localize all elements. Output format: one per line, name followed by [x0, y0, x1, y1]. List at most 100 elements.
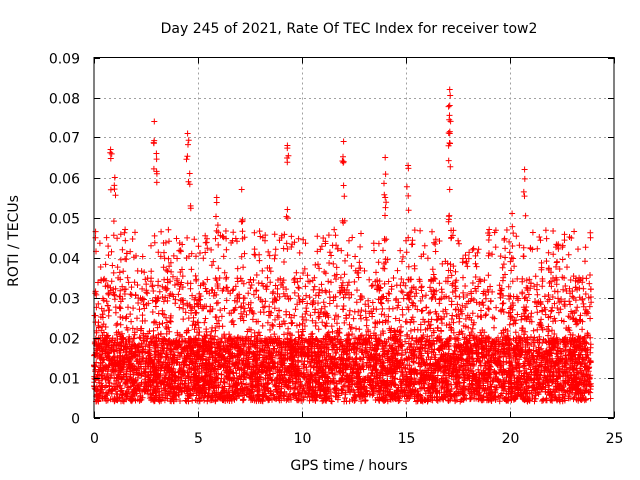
data-point [537, 237, 544, 244]
data-point [452, 293, 459, 300]
data-point [465, 255, 472, 262]
data-point [550, 251, 557, 258]
data-point [105, 312, 112, 319]
data-point [158, 330, 164, 337]
data-point [134, 315, 140, 322]
data-point [355, 274, 362, 281]
data-point [448, 301, 455, 308]
data-point [469, 280, 476, 286]
data-point [403, 249, 410, 256]
data-point [270, 370, 277, 377]
data-point [243, 311, 250, 318]
data-point [299, 298, 306, 305]
data-point [316, 286, 323, 293]
data-point [122, 237, 129, 244]
data-point [543, 235, 550, 242]
data-point [251, 229, 258, 236]
data-point [272, 252, 279, 259]
data-point [117, 231, 124, 238]
data-point [251, 251, 258, 258]
data-point [361, 267, 368, 274]
data-point [259, 322, 266, 329]
data-point [520, 253, 527, 260]
data-point [373, 269, 379, 276]
data-point [307, 312, 314, 319]
data-point [142, 343, 149, 350]
data-point [129, 236, 136, 242]
data-point [453, 277, 460, 284]
data-point [472, 260, 479, 267]
data-point [325, 232, 332, 239]
data-point [560, 286, 567, 293]
data-point [202, 285, 209, 292]
data-point [139, 285, 146, 292]
data-point [427, 309, 434, 316]
data-point [114, 235, 121, 242]
data-point [193, 276, 200, 283]
data-points [91, 86, 595, 405]
data-point [316, 265, 323, 272]
data-point [312, 261, 319, 268]
data-point [116, 269, 123, 276]
data-point [350, 315, 357, 322]
data-point [218, 338, 225, 345]
data-point [117, 256, 124, 263]
data-point [134, 282, 141, 288]
data-point [421, 242, 428, 249]
data-point [188, 266, 195, 273]
data-point [429, 266, 436, 273]
data-point [413, 344, 420, 350]
data-point [321, 303, 328, 310]
data-point [295, 293, 302, 299]
data-point [513, 233, 520, 240]
data-point [318, 281, 325, 288]
data-point [444, 260, 451, 267]
data-point [417, 227, 424, 234]
data-point [506, 321, 513, 328]
data-point [397, 247, 404, 254]
data-point [586, 303, 593, 310]
data-point [120, 268, 127, 275]
data-point [378, 300, 385, 307]
data-point [379, 305, 386, 312]
data-point [234, 265, 241, 272]
data-point [363, 322, 370, 329]
data-point [582, 244, 589, 251]
data-point [230, 229, 237, 236]
data-point [347, 325, 354, 332]
data-point [330, 260, 337, 267]
data-point [348, 263, 355, 269]
data-point [456, 293, 463, 300]
data-point [559, 256, 566, 263]
data-point [449, 289, 456, 296]
data-point [502, 245, 509, 252]
data-point [500, 300, 507, 307]
data-point [124, 274, 131, 281]
data-point [368, 283, 375, 289]
data-point [554, 288, 561, 295]
data-point [419, 307, 426, 314]
data-point [280, 277, 287, 284]
data-point [293, 322, 300, 329]
data-point [255, 329, 262, 336]
data-point [155, 310, 162, 317]
data-point [425, 318, 432, 325]
data-point [322, 357, 329, 364]
data-point [530, 327, 537, 334]
data-point [271, 331, 278, 338]
data-point [159, 320, 166, 327]
data-point [215, 265, 222, 272]
data-point [462, 283, 469, 289]
data-point [221, 269, 228, 276]
data-point [173, 235, 180, 242]
data-point [478, 332, 485, 339]
data-point [150, 288, 157, 294]
data-point [506, 249, 513, 256]
data-point [149, 283, 156, 290]
data-point [550, 275, 556, 281]
data-point [555, 295, 561, 302]
data-point [459, 330, 466, 337]
data-point [370, 240, 377, 247]
data-point [132, 229, 138, 236]
data-point [341, 271, 348, 278]
